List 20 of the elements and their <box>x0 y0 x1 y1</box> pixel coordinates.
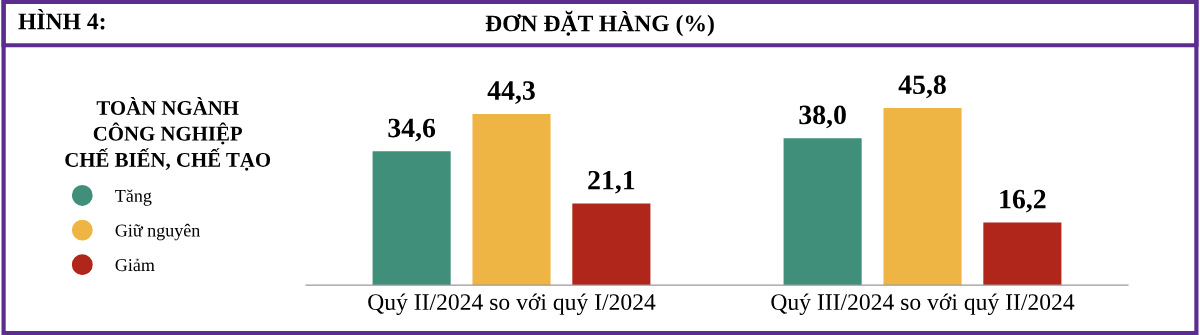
x-tick-label: Quý III/2024 so với quý II/2024 <box>771 293 1075 315</box>
legend-label: Giữ nguyên <box>115 223 201 241</box>
bar <box>783 138 862 286</box>
bar <box>983 222 1062 286</box>
data-label: 21,1 <box>588 170 635 194</box>
data-label: 45,8 <box>898 75 946 99</box>
bar <box>883 108 962 286</box>
data-label: 34,6 <box>388 118 436 142</box>
data-label: 38,0 <box>799 105 846 129</box>
x-tick-label: Quý II/2024 so với quý I/2024 <box>368 293 656 315</box>
bar <box>372 151 451 286</box>
chart-title: ĐƠN ĐẶT HÀNG (%) <box>485 10 714 37</box>
legend-title: TOÀN NGÀNH CÔNG NGHIỆP CHẾ BIẾN, CHẾ TẠO <box>65 97 271 171</box>
bar <box>572 203 651 286</box>
bar <box>472 113 551 286</box>
data-label: 44,3 <box>487 81 535 104</box>
legend-label: Tăng <box>115 189 152 206</box>
text: HÌNH 4: <box>18 8 105 30</box>
data-label: 16,2 <box>1000 189 1046 213</box>
legend-label: Giảm <box>115 258 155 272</box>
